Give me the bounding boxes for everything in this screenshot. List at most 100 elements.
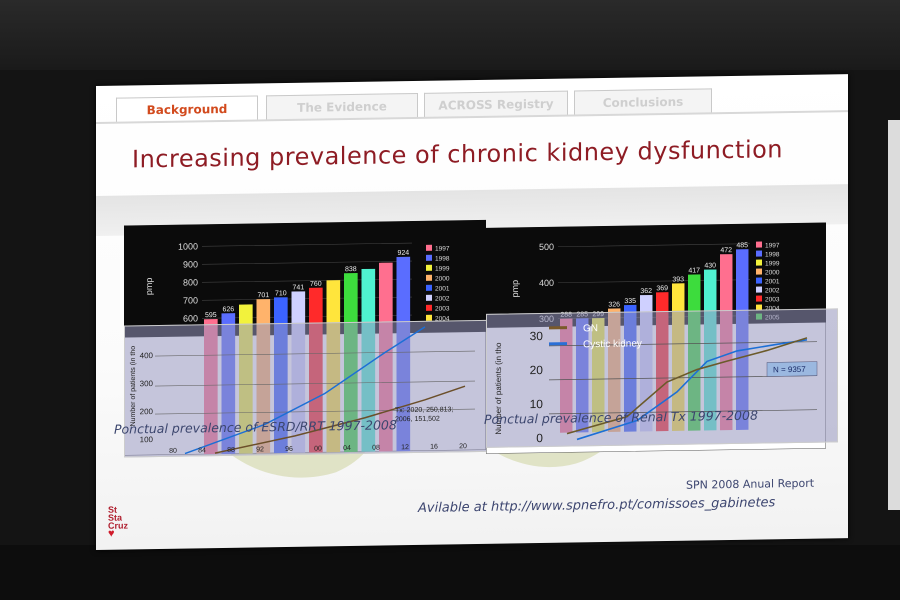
heart-icon: ♥ xyxy=(108,527,115,540)
overlay-y-tick: 100 xyxy=(140,435,154,444)
legend-swatch xyxy=(426,314,432,321)
legend-swatch xyxy=(756,295,762,302)
overlay-x-tick: 96 xyxy=(285,446,293,453)
legend-label: 2003 xyxy=(765,296,780,303)
bar-value-label: 760 xyxy=(310,281,322,288)
overlay-x-tick: 88 xyxy=(227,447,235,454)
grid-line xyxy=(202,296,412,301)
bar-value-label: 369 xyxy=(656,285,668,292)
legend-swatch xyxy=(426,254,432,261)
presentation-slide: Background The Evidence ACROSS Registry … xyxy=(96,74,848,550)
legend-swatch xyxy=(426,244,432,251)
room-floor xyxy=(0,545,900,600)
bar-value-label: 701 xyxy=(257,292,269,299)
tab-background[interactable]: Background xyxy=(116,95,258,123)
y-tick-label: 1000 xyxy=(178,241,198,251)
overlay-y-tick: 400 xyxy=(140,351,154,360)
renal-tx-trend-line-cystic xyxy=(576,339,808,441)
bar-value-label: 393 xyxy=(672,276,684,283)
overlay-x-tick: 16 xyxy=(430,444,438,451)
y-tick-label: 500 xyxy=(539,242,554,252)
overlay-x-tick: 12 xyxy=(401,444,409,451)
esrd-overlay-x-ticks: 80 84 88 92 96 00 04 08 12 16 20 xyxy=(169,443,467,455)
overlay-x-tick: 84 xyxy=(198,447,206,454)
bar-value-label: 335 xyxy=(624,298,636,305)
esrd-overlay-note-1: Tx: 2020, 250,813; xyxy=(395,406,453,414)
legend-swatch xyxy=(426,264,432,271)
legend-label: 1997 xyxy=(765,242,780,249)
bar-value-label: 924 xyxy=(397,250,409,257)
bar-value-label: 626 xyxy=(222,306,234,313)
renal-tx-overlay-y-label: Number of patients (in tho xyxy=(494,342,503,435)
overlay-x-tick: 00 xyxy=(314,445,322,452)
legend-label: 2001 xyxy=(435,285,450,292)
bar-value-label: 595 xyxy=(205,312,217,319)
renal-tx-trend-line-gn xyxy=(566,337,808,435)
tab-across-registry[interactable]: ACROSS Registry xyxy=(424,90,568,118)
legend-swatch xyxy=(756,277,762,284)
gn-legend-label: GN xyxy=(583,323,598,334)
overlay-x-tick: 80 xyxy=(169,448,177,455)
legend-swatch xyxy=(756,241,762,248)
bar-value-label: 741 xyxy=(292,284,304,291)
legend-label: 1998 xyxy=(435,255,450,262)
esrd-trend-line-dialysis xyxy=(184,326,426,455)
legend-swatch xyxy=(756,259,762,266)
overlay-x-tick: 04 xyxy=(343,445,351,452)
overlay-y-tick: 200 xyxy=(140,407,154,416)
overlay-x-tick: 20 xyxy=(459,443,467,450)
legend-label: 1997 xyxy=(435,245,450,252)
legend-label: 1999 xyxy=(765,260,780,267)
adjacent-screen-edge xyxy=(888,120,900,510)
legend-label: 1999 xyxy=(435,265,450,272)
esrd-legend: 1997 1998 1999 2000 2001 2002 2003 2004 xyxy=(426,244,450,323)
legend-swatch xyxy=(756,268,762,275)
overlay-y-tick: 0 xyxy=(536,431,543,445)
grid-line xyxy=(202,278,412,283)
esrd-overlay-y-ticks: 100 200 300 400 xyxy=(140,351,154,444)
bar-value-label: 485 xyxy=(736,242,748,249)
y-tick-label: 900 xyxy=(183,259,198,269)
legend-swatch xyxy=(756,286,762,293)
footer-url[interactable]: Avilable at http://www.spnefro.pt/comiss… xyxy=(418,495,776,516)
slide-title: Increasing prevalence of chronic kidney … xyxy=(132,135,784,174)
renal-tx-overlay-y-ticks: 0 10 20 30 xyxy=(530,329,544,445)
overlay-y-tick: 10 xyxy=(530,397,544,411)
grid-line xyxy=(202,260,412,265)
bar-value-label: 362 xyxy=(640,288,652,295)
legend-swatch xyxy=(756,250,762,257)
esrd-overlay-chart: Number of patients (in tho 100 200 300 400 … xyxy=(124,319,488,458)
grid-line xyxy=(558,279,750,284)
overlay-y-tick: 20 xyxy=(530,363,544,377)
y-tick-label: 800 xyxy=(183,277,198,287)
grid-line xyxy=(202,314,412,319)
y-tick-label: 600 xyxy=(183,313,198,323)
tab-conclusions[interactable]: Conclusions xyxy=(574,88,712,116)
legend-swatch xyxy=(426,304,432,311)
bar-value-label: 326 xyxy=(608,301,620,308)
legend-label: 2003 xyxy=(435,305,450,312)
overlay-x-tick: 08 xyxy=(372,445,380,452)
overlay-x-tick: 92 xyxy=(256,446,264,453)
renal-tx-overlay-note: N = 9357 xyxy=(773,365,806,375)
bar-value-label: 417 xyxy=(688,267,700,274)
panel-esrd: pmp 600 700 800 900 1000 595 626 701 710 741 760 8… xyxy=(114,219,488,458)
legend-label: 2004 xyxy=(435,315,450,322)
tab-the-evidence[interactable]: The Evidence xyxy=(266,92,418,121)
esrd-y-axis-label: pmp xyxy=(144,278,154,296)
legend-label: 2001 xyxy=(765,278,780,285)
legend-swatch xyxy=(426,284,432,291)
y-tick-label: 700 xyxy=(183,295,198,305)
panel-renal-tx: pmp 300400500 28828529932633536236939341… xyxy=(484,222,838,454)
esrd-trend-line-tx xyxy=(214,385,466,454)
esrd-overlay-y-label: Number of patients (in tho xyxy=(130,346,137,427)
grid-line xyxy=(558,243,750,248)
overlay-y-tick: 300 xyxy=(140,379,154,388)
legend-label: 2000 xyxy=(435,275,450,282)
cystic-legend-label: Cystic kidney xyxy=(583,338,642,350)
legend-swatch xyxy=(426,294,432,301)
renal-tx-overlay-chart: Number of patients (in tho 0 10 20 30 GN Cy… xyxy=(486,308,838,448)
y-tick-label: 400 xyxy=(539,278,554,288)
esrd-y-ticks: 600 700 800 900 1000 xyxy=(178,241,412,324)
bar-value-label: 838 xyxy=(345,266,357,273)
